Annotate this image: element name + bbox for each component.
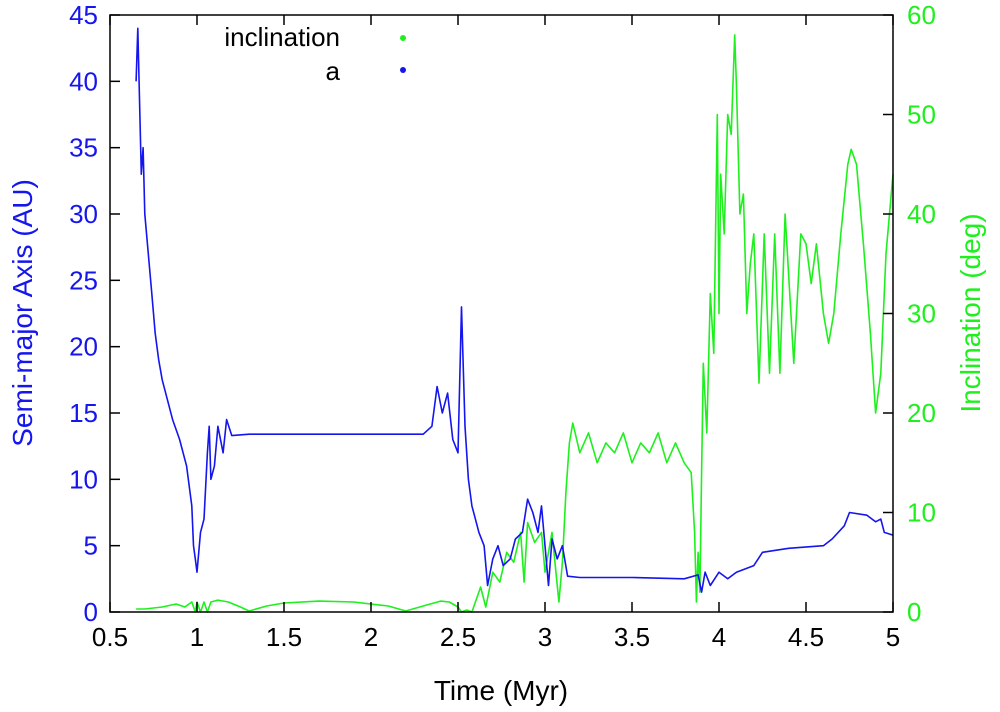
- y-left-tick-label: 5: [84, 531, 98, 561]
- y-left-tick-label: 15: [69, 398, 98, 428]
- legend-marker-inclination: [400, 35, 406, 41]
- x-tick-label: 2: [364, 622, 378, 652]
- y-left-tick-label: 45: [69, 0, 98, 30]
- y-right-tick-label: 0: [907, 597, 921, 627]
- x-tick-label: 3.5: [614, 622, 650, 652]
- legend-label-a: a: [326, 56, 341, 86]
- plot-frame: [109, 14, 894, 613]
- legend-marker-a: [400, 67, 406, 73]
- axis-ticks: 0.5 1 1.5 2 2.5 3 3.5 4 4.5 505101520253035404501…: [69, 0, 936, 652]
- y-left-tick-label: 10: [69, 464, 98, 494]
- y-left-tick-label: 20: [69, 332, 98, 362]
- y-left-tick-label: 35: [69, 133, 98, 163]
- y-left-tick-label: 25: [69, 265, 98, 295]
- y-right-tick-label: 30: [907, 299, 936, 329]
- legend: inclination a: [224, 22, 406, 86]
- series-line-a: [135, 27, 894, 593]
- plot-series: [135, 27, 894, 613]
- legend-label-inclination: inclination: [224, 22, 340, 52]
- left-axis-title: Semi-major Axis (AU): [7, 179, 38, 447]
- y-right-tick-label: 20: [907, 398, 936, 428]
- y-right-tick-label: 10: [907, 498, 936, 528]
- x-tick-label: 4: [712, 622, 726, 652]
- x-tick-label: 3: [538, 622, 552, 652]
- right-axis-title: Inclination (deg): [955, 213, 986, 412]
- x-tick-label: 1: [190, 622, 204, 652]
- x-tick-label: 5: [886, 622, 900, 652]
- series-line-inclination: [136, 34, 894, 613]
- y-right-tick-label: 50: [907, 100, 936, 130]
- x-tick-label: 1.5: [266, 622, 302, 652]
- x-tick-label: 4.5: [788, 622, 824, 652]
- y-left-tick-label: 40: [69, 66, 98, 96]
- y-left-tick-label: 0: [84, 597, 98, 627]
- y-right-tick-label: 60: [907, 0, 936, 30]
- x-tick-label: 0.5: [92, 622, 128, 652]
- y-left-tick-label: 30: [69, 199, 98, 229]
- x-axis-title: Time (Myr): [434, 675, 568, 706]
- x-tick-label: 2.5: [440, 622, 476, 652]
- y-right-tick-label: 40: [907, 199, 936, 229]
